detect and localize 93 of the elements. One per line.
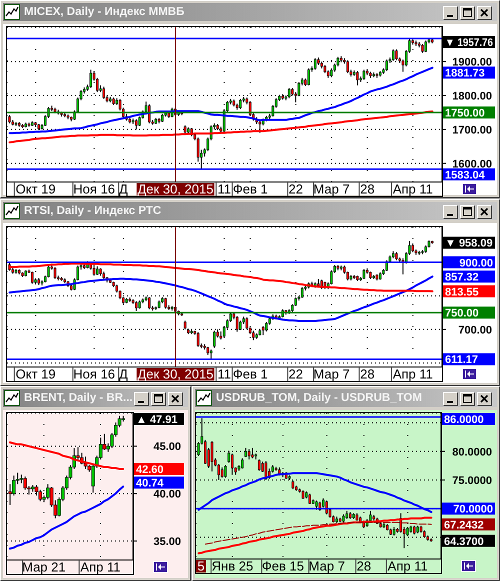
x-tick-label: Апр 11 xyxy=(80,560,120,574)
x-tick-label: Апр 11 xyxy=(392,366,433,382)
text: 64.3700 xyxy=(444,536,484,548)
candlestick xyxy=(210,349,212,360)
ref-line-label: 750.00 xyxy=(445,308,479,320)
candlestick xyxy=(102,86,106,100)
candlestick xyxy=(395,48,398,61)
y-tick-label: 40.00 xyxy=(153,488,181,501)
x-tick-label: Мар 7 xyxy=(313,182,350,196)
x-tick-label: 11 xyxy=(218,182,231,196)
x-tick-label: 22 xyxy=(288,182,304,196)
candlestick xyxy=(196,332,200,348)
annotation: 5 xyxy=(197,558,205,574)
y-tick-label: 80.0000 xyxy=(452,446,492,458)
text: ▼ 958.09 xyxy=(445,238,493,250)
x-tick-label: Апр 11 xyxy=(388,558,428,574)
x-tick-label: Дек 30, 2015 xyxy=(138,182,214,196)
candlestick xyxy=(392,48,394,62)
chart-title: RTSI, Daily - Индекс РТС xyxy=(24,204,162,218)
x-tick-label: Фев 1 xyxy=(232,182,268,196)
text: ▼ 1957.76 xyxy=(445,37,499,50)
chart-title: MICEX, Daily - Индекс ММВБ xyxy=(24,5,184,19)
data-label: 1881.73 xyxy=(445,68,485,80)
y-tick-label: 1800.00 xyxy=(452,90,492,103)
candlestick xyxy=(424,40,427,53)
x-tick-label: Д xyxy=(119,366,128,382)
x-tick-label: Дек 30, 2015 xyxy=(138,366,214,382)
y-tick-label: 1600.00 xyxy=(452,158,492,170)
line-series xyxy=(8,486,124,550)
candlestick xyxy=(213,330,216,348)
candlestick xyxy=(251,447,254,459)
x-tick-label: Мар 7 xyxy=(308,558,345,574)
candlestick xyxy=(54,266,56,280)
candlestick xyxy=(346,60,349,74)
candlestick xyxy=(135,300,138,312)
candlestick xyxy=(362,268,366,280)
candlestick xyxy=(248,448,250,460)
candlestick xyxy=(356,70,359,86)
y-tick-label: 35.00 xyxy=(153,536,181,548)
candlestick xyxy=(220,466,224,478)
x-tick-label: 11 xyxy=(218,366,231,382)
candlestick xyxy=(164,297,167,310)
x-tick-label: 28 xyxy=(360,182,375,196)
data-label: 67.2432 xyxy=(444,519,484,532)
line-series xyxy=(8,276,434,322)
y-tick-label: 45.00 xyxy=(153,441,181,454)
y-tick-label: 75.0000 xyxy=(452,474,492,487)
chart-title: BRENT, Daily - BR... xyxy=(24,391,133,405)
text: ▲ 47.91 xyxy=(136,414,178,426)
x-tick-label: Фев 15 xyxy=(262,558,304,574)
x-tick-label: Ноя 16 xyxy=(73,366,116,382)
candlestick xyxy=(314,58,316,70)
ref-line-label: 611.17 xyxy=(445,354,478,366)
candlestick xyxy=(307,68,310,86)
line-series xyxy=(8,110,434,144)
candlestick xyxy=(362,69,366,80)
candlestick xyxy=(31,271,34,284)
x-tick-label: Мар 7 xyxy=(313,366,350,382)
x-tick-label: Ноя 16 xyxy=(73,182,116,196)
ref-line-label: 1583.04 xyxy=(445,169,486,182)
ref-line-label: 1750.00 xyxy=(445,107,485,120)
y-tick-label: 1700.00 xyxy=(452,124,492,136)
candlestick xyxy=(239,98,242,110)
x-tick-label: Апр 11 xyxy=(392,182,433,196)
data-label: 40.74 xyxy=(136,478,164,490)
data-label: 813.55 xyxy=(445,286,479,298)
candlestick xyxy=(210,440,214,472)
y-tick-label: 900.00 xyxy=(459,257,493,270)
x-tick-label: Окт 19 xyxy=(16,366,56,382)
candlestick xyxy=(148,296,151,310)
data-label: 857.32 xyxy=(445,272,479,284)
candlestick xyxy=(224,464,227,478)
y-tick-label: 70.0000 xyxy=(453,504,493,516)
candlestick xyxy=(258,458,260,472)
x-tick-label: 28 xyxy=(360,366,375,382)
x-tick-label: Окт 19 xyxy=(16,182,56,196)
x-tick-label: Мар 21 xyxy=(22,560,66,574)
x-tick-label: 28 xyxy=(356,558,372,574)
chart-title: USDRUB_TOM, Daily - USDRUB_TOM xyxy=(216,391,422,405)
x-tick-label: Д xyxy=(119,182,128,196)
ref-line-label: 86.0000 xyxy=(444,414,484,426)
candlestick xyxy=(262,326,264,336)
y-tick-label: 1900.00 xyxy=(452,56,492,69)
x-tick-label: Фев 1 xyxy=(232,366,268,382)
candlestick xyxy=(23,476,27,490)
x-tick-label: 22 xyxy=(288,366,304,382)
line-series xyxy=(8,66,434,134)
y-tick-label: 700.00 xyxy=(458,324,492,336)
data-label: 42.60 xyxy=(136,464,164,476)
line-series xyxy=(8,262,434,292)
x-tick-label: Янв 25 xyxy=(212,558,254,574)
line-series xyxy=(8,441,124,470)
candlestick xyxy=(315,500,318,510)
